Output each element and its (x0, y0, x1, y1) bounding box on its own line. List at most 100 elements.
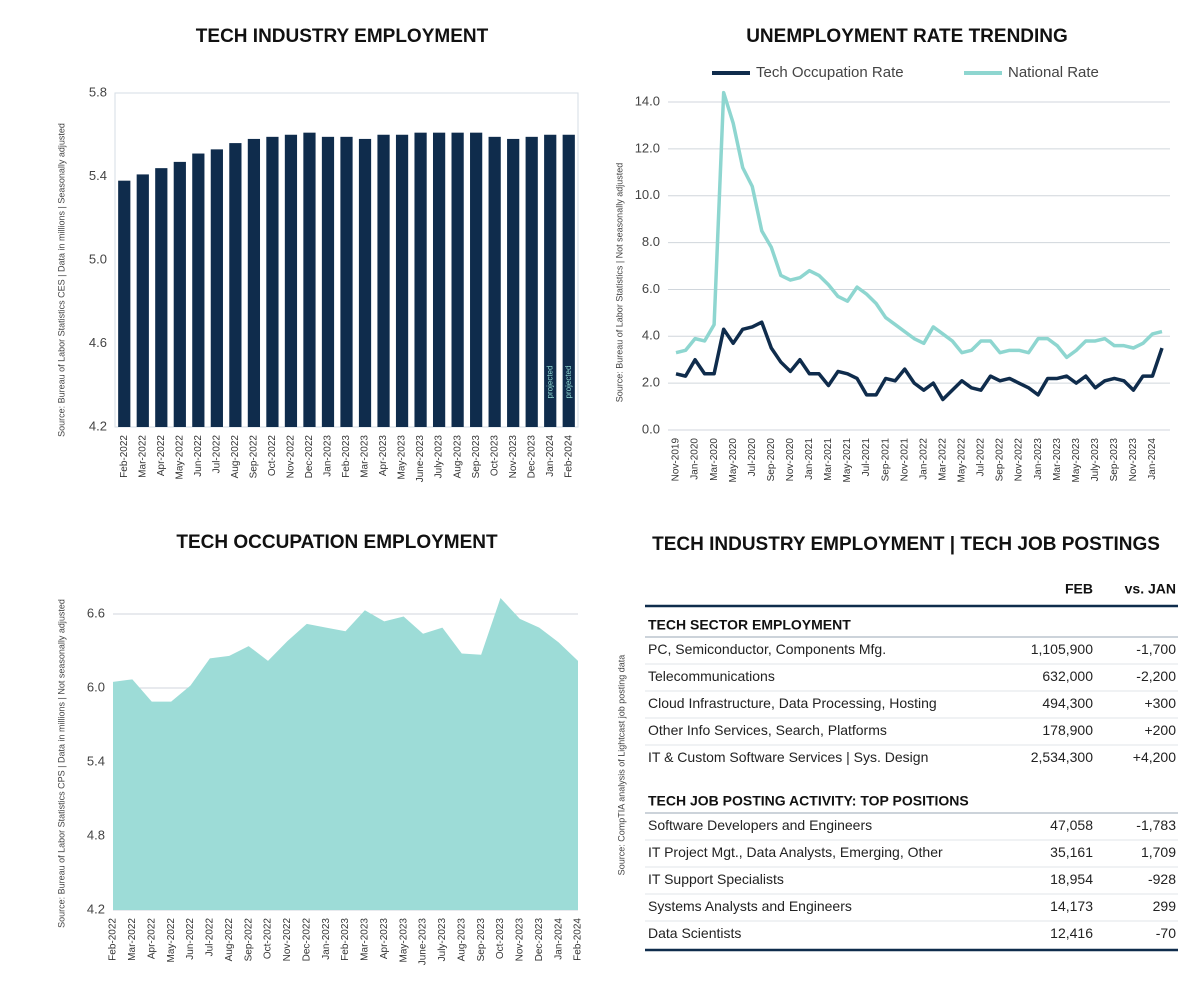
x-tick-label: Jan-2023 (321, 918, 332, 960)
bar (358, 138, 372, 428)
x-tick-label: Mar-2022 (137, 435, 148, 478)
row-label: Data Scientists (648, 925, 741, 941)
source-note: Source: Bureau of Labor Statistics CES |… (56, 123, 66, 437)
x-tick-label: Jul-2020 (747, 438, 758, 477)
x-tick-label: May-2022 (957, 438, 968, 483)
x-tick-label: Jan-2024 (1147, 438, 1158, 480)
row-value: 632,000 (1042, 668, 1093, 684)
x-tick-label: Nov-2023 (1128, 438, 1139, 482)
x-tick-label: Dec-2023 (526, 435, 537, 479)
x-tick-label: Sep-2022 (995, 438, 1006, 482)
row-label: Systems Analysts and Engineers (648, 898, 852, 914)
y-tick-label: 6.0 (87, 679, 105, 694)
bar (562, 134, 575, 427)
x-tick-label: Jul-2022 (976, 438, 987, 477)
x-tick-label: Mar-2022 (127, 918, 138, 961)
x-tick-label: Feb-2023 (341, 435, 352, 478)
row-label: PC, Semiconductor, Components Mfg. (648, 641, 886, 657)
row-change: -1,783 (1136, 817, 1176, 833)
x-tick-label: Jun-2022 (185, 918, 196, 960)
y-tick-label: 0.0 (642, 421, 660, 436)
row-value: 494,300 (1042, 695, 1093, 711)
x-tick-label: May-2022 (174, 435, 185, 480)
y-tick-label: 5.4 (89, 168, 107, 183)
x-tick-label: Sep-2022 (243, 918, 254, 962)
x-tick-label: Nov-2022 (282, 918, 293, 962)
x-tick-label: Jul-2021 (861, 438, 872, 477)
x-tick-label: May-2021 (842, 438, 853, 483)
x-tick-label: Feb-2022 (108, 918, 119, 961)
x-tick-label: Jan-2022 (918, 438, 929, 480)
y-tick-label: 14.0 (635, 93, 660, 108)
y-tick-label: 10.0 (635, 187, 660, 202)
x-tick-label: July-2023 (1090, 438, 1101, 482)
row-value: 14,173 (1050, 898, 1093, 914)
bar (229, 143, 242, 427)
row-label: Other Info Services, Search, Platforms (648, 722, 887, 738)
row-value: 178,900 (1042, 722, 1093, 738)
y-tick-label: 4.2 (87, 901, 105, 916)
x-tick-label: June-2023 (418, 918, 429, 966)
row-change: 1,709 (1141, 844, 1176, 860)
bar-annotation: projected (545, 366, 554, 399)
x-tick-label: Dec-2022 (301, 918, 312, 962)
row-value: 2,534,300 (1031, 749, 1093, 765)
x-tick-label: Apr-2022 (156, 435, 167, 477)
y-tick-label: 5.8 (89, 84, 107, 99)
bar (470, 132, 483, 427)
y-tick-label: 4.2 (89, 418, 107, 433)
x-tick-label: Oct-2022 (267, 435, 278, 477)
x-tick-label: May-2023 (398, 918, 409, 963)
bar (136, 174, 149, 427)
x-tick-label: Mar-2023 (360, 435, 371, 478)
x-tick-label: Jan-2024 (553, 918, 564, 960)
bar (340, 136, 353, 427)
x-tick-label: Nov-2022 (286, 435, 297, 479)
x-tick-label: May-2023 (397, 435, 408, 480)
x-tick-label: Sep-2023 (476, 918, 487, 962)
y-tick-label: 6.0 (642, 281, 660, 296)
x-tick-label: Oct-2023 (495, 918, 506, 960)
bar (395, 134, 409, 427)
x-tick-label: Oct-2023 (489, 435, 500, 477)
bar (525, 136, 538, 427)
x-tick-label: Sep-2022 (249, 435, 260, 479)
row-change: 299 (1153, 898, 1177, 914)
y-tick-label: 4.8 (87, 827, 105, 842)
bar (377, 134, 390, 427)
y-tick-label: 12.0 (635, 140, 660, 155)
bar (303, 132, 316, 427)
bar (488, 136, 501, 427)
table-title: TECH INDUSTRY EMPLOYMENT | TECH JOB POST… (652, 534, 1160, 555)
x-tick-label: Nov-2023 (508, 435, 519, 479)
x-tick-label: Jan-2023 (323, 435, 334, 477)
x-tick-label: Mar-2021 (823, 438, 834, 481)
x-tick-label: Nov-2020 (785, 438, 796, 482)
x-tick-label: May-2023 (1071, 438, 1082, 483)
x-tick-label: Mar-2023 (360, 918, 371, 961)
x-tick-label: Jun-2022 (193, 435, 204, 477)
section-heading: TECH SECTOR EMPLOYMENT (648, 617, 851, 633)
bar (173, 161, 186, 427)
x-tick-label: July-2023 (437, 918, 448, 962)
bar (321, 136, 335, 427)
x-tick-label: June-2023 (415, 435, 426, 483)
bar (507, 138, 520, 428)
row-change: -1,700 (1136, 641, 1176, 657)
row-change: +300 (1144, 695, 1176, 711)
row-label: Telecommunications (648, 668, 775, 684)
x-tick-label: Aug-2022 (224, 918, 235, 962)
bar-annotation: projected (564, 366, 573, 399)
x-tick-label: July-2023 (434, 435, 445, 479)
bar (414, 132, 427, 427)
chart-title: TECH OCCUPATION EMPLOYMENT (176, 532, 498, 553)
source-note: Source: Bureau of Labor Statistics | Not… (614, 163, 624, 402)
chart-title: UNEMPLOYMENT RATE TRENDING (746, 26, 1068, 47)
bar (284, 134, 298, 427)
x-tick-label: Jan-2023 (1033, 438, 1044, 480)
x-tick-label: Sep-2023 (471, 435, 482, 479)
x-tick-label: Dec-2022 (304, 435, 315, 479)
x-tick-label: Aug-2023 (456, 918, 467, 962)
bar (247, 138, 261, 428)
